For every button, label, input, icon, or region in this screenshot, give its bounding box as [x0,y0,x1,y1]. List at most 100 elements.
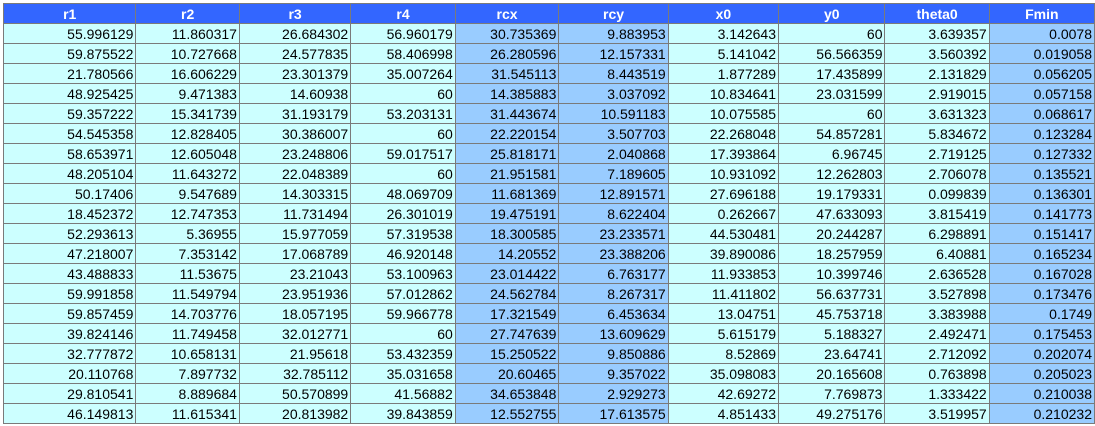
table-cell-r4[interactable]: 60 [350,323,456,344]
table-cell-fmin[interactable]: 0.175453 [988,323,1095,344]
table-cell-rcy[interactable]: 23.233571 [558,223,669,244]
table-cell-r2[interactable]: 11.643272 [135,163,240,184]
table-cell-x0[interactable]: 10.931092 [667,163,780,184]
table-cell-theta0[interactable]: 2.492471 [884,323,990,344]
table-cell-theta0[interactable]: 2.719125 [884,143,990,164]
column-header-rcy[interactable]: rcy [558,3,669,24]
table-cell-r2[interactable]: 12.828405 [135,123,240,144]
table-cell-fmin[interactable]: 0.0078 [988,23,1095,44]
table-cell-r4[interactable]: 57.319538 [350,223,456,244]
table-cell-r4[interactable]: 58.406998 [350,43,456,64]
table-cell-fmin[interactable]: 0.019058 [988,43,1095,64]
table-cell-r1[interactable]: 18.452372 [2,203,137,224]
table-cell-x0[interactable]: 39.890086 [667,243,780,264]
table-cell-x0[interactable]: 22.268048 [667,123,780,144]
table-cell-rcx[interactable]: 23.014422 [454,263,560,284]
table-cell-x0[interactable]: 3.142643 [667,23,780,44]
table-cell-r1[interactable]: 48.925425 [2,83,137,104]
table-cell-r1[interactable]: 29.810541 [2,383,137,404]
table-cell-rcy[interactable]: 8.443519 [558,63,669,84]
table-cell-r2[interactable]: 11.53675 [135,263,240,284]
table-cell-y0[interactable]: 56.637731 [778,283,886,304]
table-cell-r3[interactable]: 18.057195 [238,303,352,324]
table-cell-fmin[interactable]: 0.1749 [988,303,1095,324]
table-cell-x0[interactable]: 17.393864 [667,143,780,164]
table-cell-x0[interactable]: 27.696188 [667,183,780,204]
table-cell-r1[interactable]: 21.780566 [2,63,137,84]
table-cell-r4[interactable]: 39.843859 [350,403,456,424]
table-cell-rcy[interactable]: 8.267317 [558,283,669,304]
column-header-theta0[interactable]: theta0 [884,3,990,24]
table-cell-r1[interactable]: 59.857459 [2,303,137,324]
table-cell-rcy[interactable]: 2.040868 [558,143,669,164]
table-cell-r2[interactable]: 5.36955 [135,223,240,244]
table-cell-fmin[interactable]: 0.068617 [988,103,1095,124]
table-cell-rcy[interactable]: 8.622404 [558,203,669,224]
table-cell-rcy[interactable]: 17.613575 [558,403,669,424]
table-cell-theta0[interactable]: 3.815419 [884,203,990,224]
table-cell-r1[interactable]: 59.991858 [2,283,137,304]
table-cell-r1[interactable]: 50.17406 [2,183,137,204]
table-cell-x0[interactable]: 8.52869 [667,343,780,364]
table-cell-rcx[interactable]: 15.250522 [454,343,560,364]
table-cell-y0[interactable]: 20.244287 [778,223,886,244]
table-cell-r4[interactable]: 35.031658 [350,363,456,384]
table-cell-rcy[interactable]: 6.453634 [558,303,669,324]
table-cell-r4[interactable]: 60 [350,83,456,104]
table-cell-y0[interactable]: 45.753718 [778,303,886,324]
table-cell-r2[interactable]: 11.749458 [135,323,240,344]
table-cell-r2[interactable]: 10.658131 [135,343,240,364]
table-cell-r1[interactable]: 20.110768 [2,363,137,384]
table-cell-r1[interactable]: 54.545358 [2,123,137,144]
table-cell-r3[interactable]: 17.068789 [238,243,352,264]
table-cell-rcy[interactable]: 6.763177 [558,263,669,284]
table-cell-rcy[interactable]: 10.591183 [558,103,669,124]
table-cell-rcx[interactable]: 34.653848 [454,383,560,404]
table-cell-r4[interactable]: 48.069709 [350,183,456,204]
column-header-r3[interactable]: r3 [238,3,352,24]
table-cell-y0[interactable]: 23.031599 [778,83,886,104]
table-cell-r4[interactable]: 60 [350,123,456,144]
table-cell-theta0[interactable]: 2.919015 [884,83,990,104]
table-cell-r2[interactable]: 16.606229 [135,63,240,84]
table-cell-x0[interactable]: 44.530481 [667,223,780,244]
table-cell-r1[interactable]: 46.149813 [2,403,137,424]
table-cell-r2[interactable]: 11.549794 [135,283,240,304]
table-cell-rcy[interactable]: 23.388206 [558,243,669,264]
table-cell-r1[interactable]: 48.205104 [2,163,137,184]
table-cell-theta0[interactable]: 2.636528 [884,263,990,284]
table-cell-rcx[interactable]: 19.475191 [454,203,560,224]
table-cell-fmin[interactable]: 0.165234 [988,243,1095,264]
table-cell-x0[interactable]: 0.262667 [667,203,780,224]
table-cell-r2[interactable]: 7.353142 [135,243,240,264]
table-cell-rcx[interactable]: 17.321549 [454,303,560,324]
table-cell-y0[interactable]: 12.262803 [778,163,886,184]
table-cell-theta0[interactable]: 3.639357 [884,23,990,44]
table-cell-fmin[interactable]: 0.210038 [988,383,1095,404]
table-cell-theta0[interactable]: 3.631323 [884,103,990,124]
table-cell-r4[interactable]: 59.966778 [350,303,456,324]
table-cell-r3[interactable]: 14.60938 [238,83,352,104]
table-cell-r3[interactable]: 23.301379 [238,63,352,84]
table-cell-r1[interactable]: 52.293613 [2,223,137,244]
table-cell-x0[interactable]: 5.141042 [667,43,780,64]
table-cell-r4[interactable]: 41.56882 [350,383,456,404]
table-cell-r3[interactable]: 20.813982 [238,403,352,424]
table-cell-y0[interactable]: 54.857281 [778,123,886,144]
table-cell-r4[interactable]: 53.100963 [350,263,456,284]
table-cell-fmin[interactable]: 0.167028 [988,263,1095,284]
table-cell-rcx[interactable]: 21.951581 [454,163,560,184]
table-cell-rcx[interactable]: 12.552755 [454,403,560,424]
table-cell-fmin[interactable]: 0.057158 [988,83,1095,104]
table-cell-rcx[interactable]: 25.818171 [454,143,560,164]
table-cell-y0[interactable]: 23.64741 [778,343,886,364]
table-cell-theta0[interactable]: 0.763898 [884,363,990,384]
table-cell-fmin[interactable]: 0.127332 [988,143,1095,164]
table-cell-x0[interactable]: 11.411802 [667,283,780,304]
table-cell-x0[interactable]: 10.834641 [667,83,780,104]
table-cell-rcx[interactable]: 30.735369 [454,23,560,44]
table-cell-rcy[interactable]: 9.357022 [558,363,669,384]
table-cell-r2[interactable]: 10.727668 [135,43,240,64]
table-cell-r4[interactable]: 26.301019 [350,203,456,224]
table-cell-r2[interactable]: 11.615341 [135,403,240,424]
